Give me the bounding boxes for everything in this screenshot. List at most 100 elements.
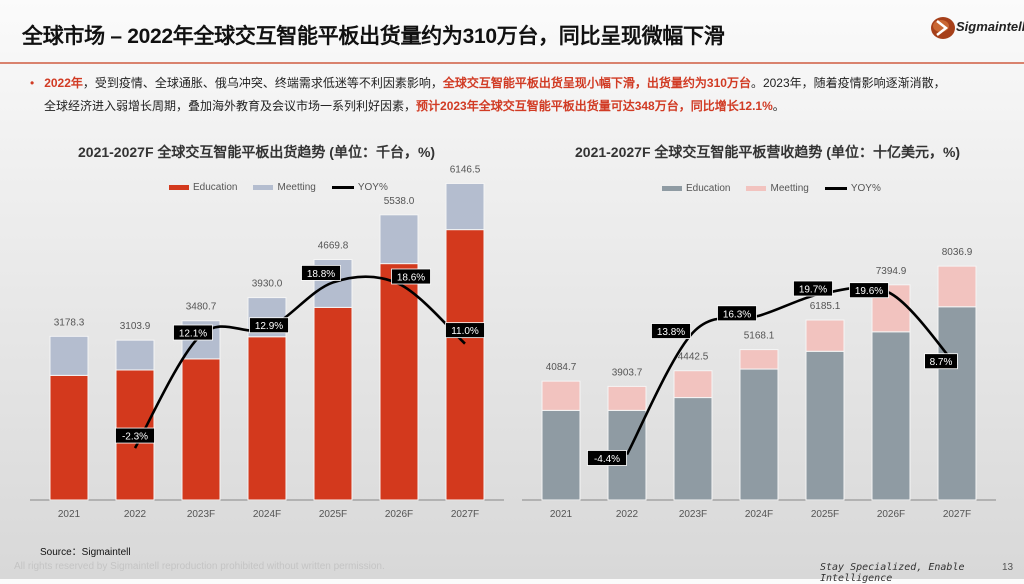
total-label: 3480.7 xyxy=(186,302,217,313)
rights-notice: All rights reserved by Sigmaintell repro… xyxy=(14,561,385,572)
yoy-label-box xyxy=(849,282,889,299)
legend-line-yoy xyxy=(824,187,847,190)
x-tick-label: 2021 xyxy=(58,509,81,520)
yoy-line xyxy=(625,285,958,456)
shipment-chart-legend: Education Meetting YOY% xyxy=(169,182,398,193)
total-label: 6146.5 xyxy=(450,164,481,175)
x-tick-label: 2026F xyxy=(877,509,905,520)
bar-education xyxy=(871,331,911,501)
bar-education xyxy=(739,368,779,501)
yoy-label: 12.9% xyxy=(255,321,283,332)
legend-label: YOY% xyxy=(357,182,388,193)
legend-meetting: Meetting xyxy=(253,182,316,193)
bar-meetting xyxy=(541,380,581,411)
x-tick-label: 2027F xyxy=(451,509,479,520)
legend-line-yoy xyxy=(331,186,354,189)
total-label: 5168.1 xyxy=(744,331,775,342)
sigmaintell-logo: Sigmaintell xyxy=(930,13,1024,43)
total-label: 5538.0 xyxy=(384,196,415,207)
total-label: 3178.3 xyxy=(54,317,85,328)
bullet-icon: • xyxy=(30,76,35,90)
total-label: 3903.7 xyxy=(612,367,643,378)
yoy-label-box xyxy=(445,322,485,339)
legend-label: Education xyxy=(686,183,731,194)
bar-meetting xyxy=(115,339,155,371)
legend-swatch-education xyxy=(169,185,189,190)
source-note: Source：Sigmaintell xyxy=(40,547,131,558)
yoy-label: 12.1% xyxy=(179,329,207,340)
bar-education xyxy=(937,306,977,501)
yoy-label: 11.0% xyxy=(451,326,479,337)
total-label: 3930.0 xyxy=(252,279,283,290)
legend-swatch-meetting xyxy=(253,185,274,190)
summary-line-1: • 2022年，受到疫情、全球通胀、俄乌冲突、终端需求低迷等不利因素影响，全球交互… xyxy=(30,72,1010,95)
summary-text-part: 全球经济进入弱增长周期，叠加海外教育及会议市场一系列利好因素， xyxy=(44,99,417,113)
legend-label: Meetting xyxy=(277,182,316,193)
total-label: 3103.9 xyxy=(120,321,151,332)
page-number: 13 xyxy=(1002,562,1014,573)
yoy-label: 16.3% xyxy=(723,309,751,320)
bar-education xyxy=(181,358,221,501)
summary-text-part: 。2023年，随着疫情影响逐渐消散， xyxy=(750,76,946,90)
legend-meetting: Meetting xyxy=(746,183,809,194)
legend-yoy: YOY% xyxy=(331,182,388,193)
bar-meetting xyxy=(379,214,419,265)
yoy-label: 18.6% xyxy=(397,272,425,283)
logo-text: Sigmaintell xyxy=(956,19,1024,34)
bar-education xyxy=(247,336,287,501)
header-divider xyxy=(0,62,1024,64)
legend-swatch-meetting xyxy=(746,186,767,191)
slogan: Stay Specialized, Enable Intelligence xyxy=(820,562,965,584)
legend-label: Education xyxy=(193,182,238,193)
x-tick-label: 2023F xyxy=(679,509,707,520)
total-label: 4442.5 xyxy=(678,352,709,363)
x-tick-label: 2024F xyxy=(745,509,773,520)
bar-meetting xyxy=(49,335,89,376)
yoy-label-box xyxy=(249,317,289,334)
bar-education xyxy=(445,229,485,501)
shipment-chart-title: 2021-2027F 全球交互智能平板出货趋势 (单位：千台，%) xyxy=(78,144,436,160)
logo-icon xyxy=(931,17,955,39)
summary-highlight: 全球交互智能平板出货呈现小幅下滑，出货量约为310万台 xyxy=(442,76,751,90)
revenue-chart-title: 2021-2027F 全球交互智能平板营收趋势 (单位：十亿美元，%) xyxy=(575,144,961,160)
x-tick-label: 2022 xyxy=(616,509,639,520)
summary-highlight: 预计2023年全球交互智能平板出货量可达348万台，同比增长12.1% xyxy=(416,99,773,113)
page-title: 全球市场 – 2022年全球交互智能平板出货量约为310万台，同比呈现微幅下滑 xyxy=(22,25,725,48)
legend-label: Meetting xyxy=(770,183,809,194)
bar-education xyxy=(379,263,419,501)
yoy-label-box xyxy=(391,268,431,285)
shipment-chart: 3178.3 2021 3103.9 2022 3480.7 2023F 3930.0 202… xyxy=(30,164,504,520)
total-label: 6185.1 xyxy=(810,301,841,312)
bar-education xyxy=(673,397,713,501)
x-tick-label: 2024F xyxy=(253,509,281,520)
bar-education xyxy=(313,306,353,501)
x-tick-label: 2026F xyxy=(385,509,413,520)
total-label: 4669.8 xyxy=(318,241,349,252)
x-tick-label: 2027F xyxy=(943,509,971,520)
legend-education: Education xyxy=(169,182,237,193)
x-tick-label: 2022 xyxy=(124,509,147,520)
yoy-label-box xyxy=(115,427,155,444)
bar-meetting xyxy=(937,265,977,308)
yoy-label: 18.8% xyxy=(307,269,335,280)
yoy-label-box xyxy=(587,450,627,466)
summary-line-2: 全球经济进入弱增长周期，叠加海外教育及会议市场一系列利好因素，预计2023年全球… xyxy=(30,95,1010,118)
total-label: 7394.9 xyxy=(876,266,907,277)
total-label: 4084.7 xyxy=(546,362,577,373)
revenue-chart-legend: Education Meetting YOY% xyxy=(662,183,891,194)
yoy-label: 19.7% xyxy=(799,285,827,296)
bar-meetting xyxy=(607,385,647,411)
summary-text-part: 。 xyxy=(772,99,785,113)
yoy-label-box xyxy=(301,265,341,281)
x-tick-label: 2021 xyxy=(550,509,573,520)
x-tick-label: 2025F xyxy=(319,509,347,520)
bar-meetting xyxy=(445,182,485,231)
yoy-label-box xyxy=(793,280,833,297)
yoy-label: 13.8% xyxy=(657,327,685,338)
summary-highlight: 2022年 xyxy=(44,76,83,90)
yoy-label: -4.4% xyxy=(594,454,620,465)
yoy-label: -2.3% xyxy=(122,432,148,443)
x-tick-label: 2025F xyxy=(811,509,839,520)
legend-yoy: YOY% xyxy=(824,183,881,194)
yoy-label-box xyxy=(651,323,691,339)
